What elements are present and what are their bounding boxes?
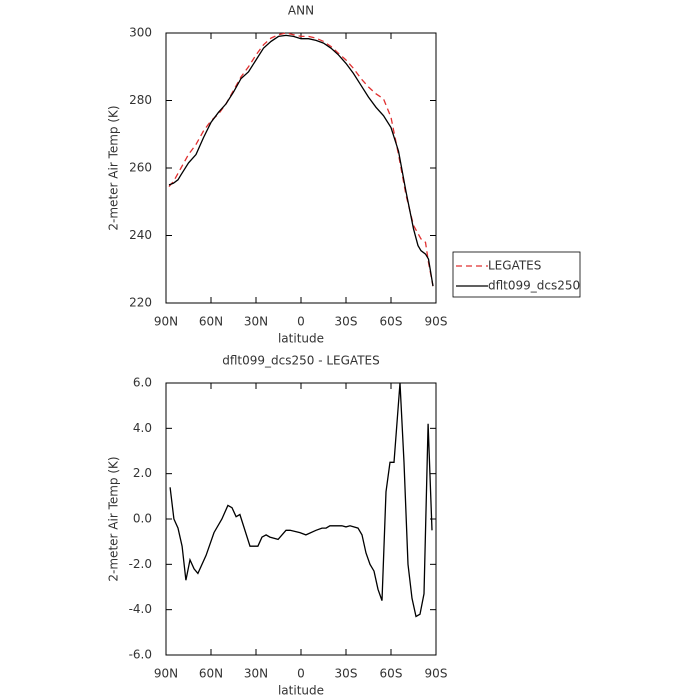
x-tick-label: 90N <box>154 667 178 681</box>
plot-frame <box>165 32 437 304</box>
series-line <box>169 382 433 618</box>
y-tick-label: 4.0 <box>133 421 152 435</box>
y-tick-label: 6.0 <box>133 376 152 390</box>
x-tick-label: 0 <box>297 667 305 681</box>
chart-title: dflt099_dcs250 - LEGATES <box>222 354 380 368</box>
x-tick-label: 60N <box>199 667 223 681</box>
legend-label: dflt099_dcs250 <box>488 279 580 293</box>
series-line <box>168 32 434 287</box>
chart-title: ANN <box>288 4 314 18</box>
y-tick-label: -2.0 <box>129 557 152 571</box>
plot-frame <box>165 382 437 656</box>
legend-label: LEGATES <box>488 259 541 273</box>
x-axis-label: latitude <box>278 684 324 698</box>
y-tick-label: 2.0 <box>133 466 152 480</box>
x-tick-label: 60S <box>380 667 403 681</box>
x-tick-label: 90N <box>154 315 178 329</box>
x-tick-label: 30S <box>335 315 358 329</box>
y-tick-label: 260 <box>129 161 152 175</box>
y-tick-label: -6.0 <box>129 648 152 662</box>
y-tick-label: -4.0 <box>129 602 152 616</box>
x-tick-label: 30N <box>244 315 268 329</box>
x-tick-label: 90S <box>425 315 448 329</box>
x-tick-label: 60N <box>199 315 223 329</box>
y-tick-label: 240 <box>129 228 152 242</box>
x-axis-label: latitude <box>278 332 324 346</box>
y-axis-label: 2-meter Air Temp (K) <box>107 105 121 230</box>
y-tick-label: 0.0 <box>133 512 152 526</box>
legend-box <box>452 251 581 298</box>
x-tick-label: 30S <box>335 667 358 681</box>
series-line <box>168 34 434 287</box>
y-tick-label: 300 <box>129 26 152 40</box>
x-tick-label: 0 <box>297 315 305 329</box>
x-tick-label: 90S <box>425 667 448 681</box>
y-tick-label: 280 <box>129 93 152 107</box>
x-tick-label: 30N <box>244 667 268 681</box>
x-tick-label: 60S <box>380 315 403 329</box>
y-tick-label: 220 <box>129 296 152 310</box>
y-axis-label: 2-meter Air Temp (K) <box>107 456 121 581</box>
